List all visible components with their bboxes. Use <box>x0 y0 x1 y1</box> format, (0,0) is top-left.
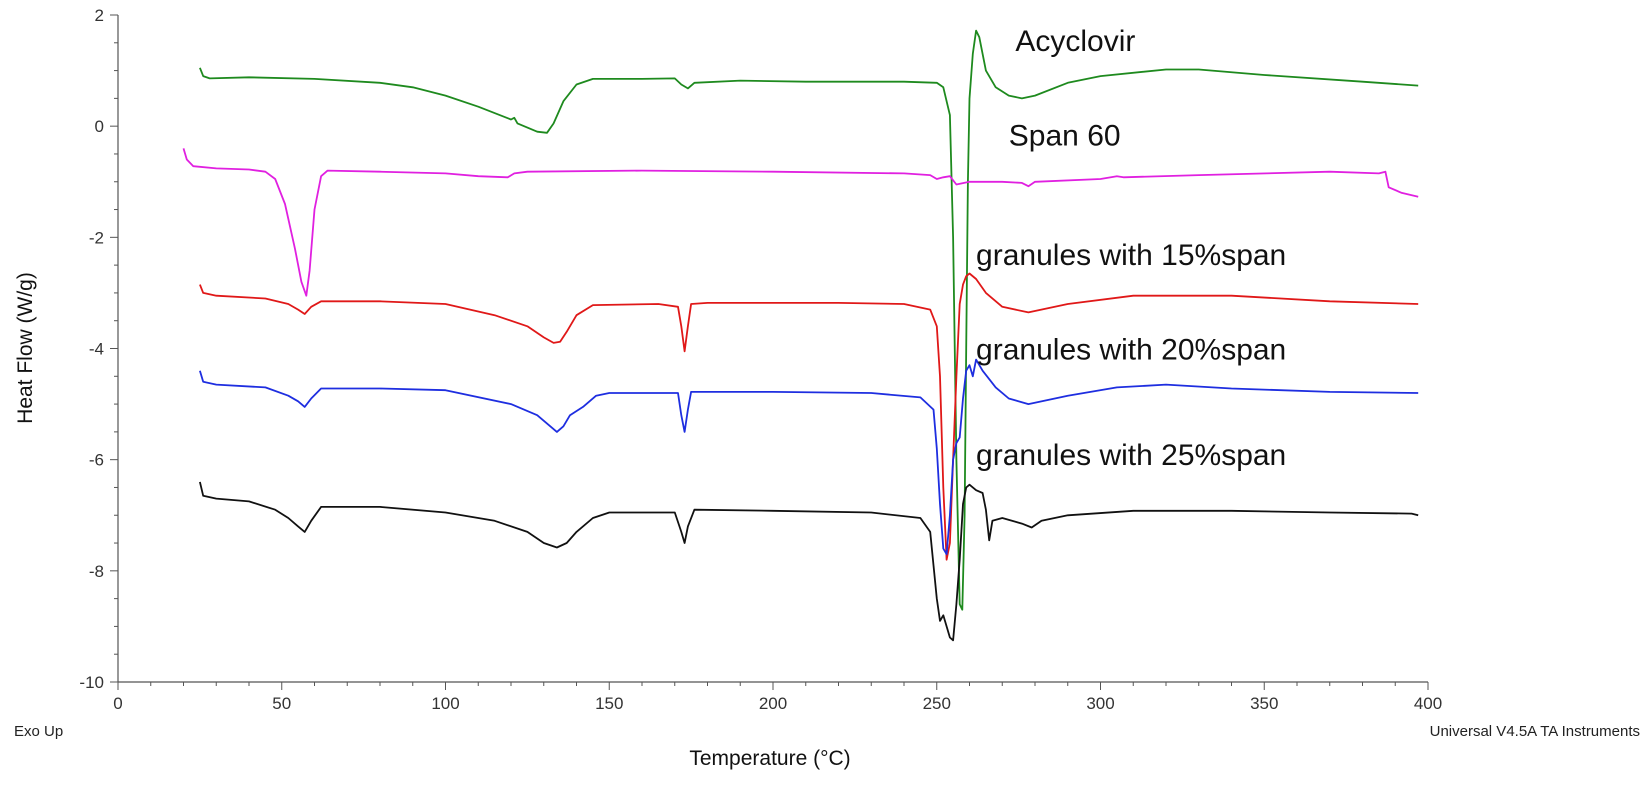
series-label-2: granules with 15%span <box>976 239 1286 272</box>
y-tick-label: -2 <box>89 228 104 247</box>
chart-axes: 0 50 100 150 200 250 300 350 400 2 0 -2 -4 -6 -8 -10 <box>79 6 1442 713</box>
y-axis-title: Heat Flow (W/g) <box>14 272 37 424</box>
series-line-0 <box>199 29 1419 611</box>
x-tick-label: 350 <box>1250 694 1278 713</box>
x-tick-label: 400 <box>1414 694 1442 713</box>
series-labels: Acyclovir Span 60 granules with 15%span gra… <box>976 25 1286 472</box>
y-tick-label: -6 <box>89 451 104 470</box>
series-label-0: Acyclovir <box>1015 25 1135 58</box>
exo-up-note: Exo Up <box>14 723 63 740</box>
series-line-1 <box>182 148 1419 297</box>
series-line-2 <box>199 272 1419 561</box>
x-tick-label: 150 <box>595 694 623 713</box>
y-tick-label: -8 <box>89 562 104 581</box>
series-line-3 <box>199 358 1419 556</box>
series-layer <box>182 29 1419 642</box>
x-tick-label: 0 <box>113 694 122 713</box>
x-axis-title: Temperature (°C) <box>689 747 850 770</box>
y-tick-label: 2 <box>95 6 104 25</box>
x-tick-label: 100 <box>431 694 459 713</box>
y-tick-label: 0 <box>95 117 104 136</box>
series-label-3: granules with 20%span <box>976 334 1286 367</box>
series-line-4 <box>199 481 1419 642</box>
series-label-1: Span 60 <box>1009 120 1121 153</box>
x-tick-label: 300 <box>1086 694 1114 713</box>
series-label-4: granules with 25%span <box>976 439 1286 472</box>
instrument-note: Universal V4.5A TA Instruments <box>1430 723 1640 740</box>
y-tick-label: -4 <box>89 340 104 359</box>
y-tick-label: -10 <box>79 673 104 692</box>
x-tick-label: 200 <box>759 694 787 713</box>
x-tick-label: 250 <box>923 694 951 713</box>
x-tick-label: 50 <box>272 694 291 713</box>
